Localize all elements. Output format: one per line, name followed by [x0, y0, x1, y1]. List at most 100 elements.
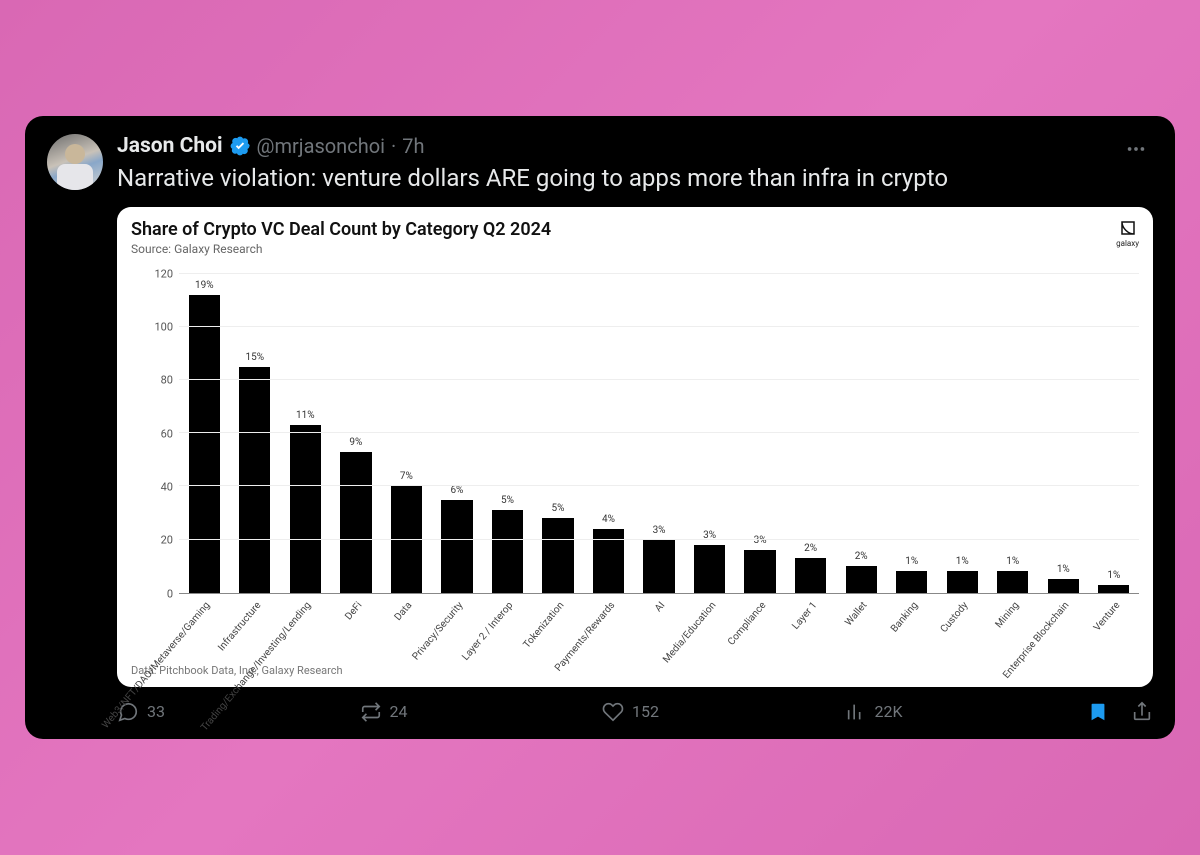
bar: [542, 518, 573, 592]
y-tick-label: 80: [161, 374, 173, 387]
bar-column: 7%: [381, 274, 432, 593]
x-tick-label: Enterprise Blockchain: [1038, 594, 1089, 734]
x-tick-label: DeFi: [331, 594, 382, 734]
x-tick-label: Trading/Exchange/Investing/Lending: [280, 594, 331, 734]
bar-column: 5%: [482, 274, 533, 593]
bar: [744, 550, 775, 593]
bar-value-label: 1%: [905, 556, 918, 567]
reply-count: 33: [147, 702, 165, 721]
x-tick-label: Venture: [1089, 594, 1140, 734]
bar-value-label: 1%: [1107, 570, 1120, 581]
bar-value-label: 5%: [501, 495, 514, 506]
bar-value-label: 19%: [195, 280, 214, 291]
bar-column: 1%: [1089, 274, 1140, 593]
x-tick-label: Custody: [937, 594, 988, 734]
x-axis-labels: Web3/NFT/DAO/Metaverse/GamingInfrastruct…: [179, 594, 1139, 734]
gridline: [179, 379, 1139, 380]
bar-column: 6%: [432, 274, 483, 593]
bar-column: 15%: [230, 274, 281, 593]
x-tick-label: Payments/Rewards: [583, 594, 634, 734]
bar-value-label: 15%: [246, 352, 265, 363]
x-tick-label: Layer 2 / Interop: [482, 594, 533, 734]
tweet-header: Jason Choi @mrjasonchoi · 7h Narrative v…: [47, 134, 1153, 206]
bar: [896, 571, 927, 592]
bar: [340, 452, 371, 593]
x-tick-label: Data: [381, 594, 432, 734]
more-button[interactable]: [1119, 134, 1153, 164]
gridline: [179, 273, 1139, 274]
bar: [643, 540, 674, 593]
bar: [290, 425, 321, 592]
chart-card: galaxy Share of Crypto VC Deal Count by …: [117, 207, 1153, 687]
plot-area: 19% 15% 11% 9% 7% 6% 5% 5% 4% 3% 3% 3% 2% 2% 1% 1% 1% 1% 1…: [179, 274, 1139, 594]
bar-column: 3%: [684, 274, 735, 593]
bar-column: 19%: [179, 274, 230, 593]
gridline: [179, 432, 1139, 433]
bar: [189, 295, 220, 593]
bar-value-label: 3%: [653, 525, 666, 536]
bar-column: 5%: [533, 274, 584, 593]
bar: [492, 510, 523, 592]
x-tick-label: Privacy/Security: [432, 594, 483, 734]
bar-column: 11%: [280, 274, 331, 593]
tweet-time[interactable]: 7h: [402, 134, 424, 158]
bar: [239, 367, 270, 593]
author-row: Jason Choi @mrjasonchoi · 7h: [117, 134, 1105, 158]
gridline: [179, 326, 1139, 327]
bars-container: 19% 15% 11% 9% 7% 6% 5% 5% 4% 3% 3% 3% 2% 2% 1% 1% 1% 1% 1…: [179, 274, 1139, 593]
y-tick-label: 0: [167, 587, 173, 600]
bar-value-label: 5%: [552, 503, 565, 514]
y-tick-label: 20: [161, 534, 173, 547]
gridline: [179, 485, 1139, 486]
bar-column: 3%: [735, 274, 786, 593]
y-tick-label: 60: [161, 427, 173, 440]
bar-value-label: 3%: [754, 535, 767, 546]
x-tick-label: Media/Education: [684, 594, 735, 734]
bar: [1098, 585, 1129, 593]
chart-plot: 020406080100120 19%15%11%9%7%6%5%5%4%3%3…: [131, 274, 1139, 594]
gridline: [179, 539, 1139, 540]
bar: [947, 571, 978, 592]
bar-column: 3%: [634, 274, 685, 593]
bar-value-label: 11%: [296, 410, 315, 421]
y-axis: 020406080100120: [131, 274, 179, 594]
x-tick-label: Banking: [886, 594, 937, 734]
bar-value-label: 1%: [1057, 564, 1070, 575]
tweet-card: Jason Choi @mrjasonchoi · 7h Narrative v…: [25, 116, 1175, 738]
bar-column: 4%: [583, 274, 634, 593]
bar: [997, 571, 1028, 592]
chart-title: Share of Crypto VC Deal Count by Categor…: [131, 219, 1139, 240]
display-name[interactable]: Jason Choi: [117, 134, 223, 158]
bar-column: 1%: [937, 274, 988, 593]
header-text: Jason Choi @mrjasonchoi · 7h Narrative v…: [117, 134, 1105, 206]
chart-subtitle: Source: Galaxy Research: [131, 242, 1139, 256]
bar: [1048, 579, 1079, 592]
brand-label: galaxy: [1116, 239, 1139, 248]
bar-column: 1%: [886, 274, 937, 593]
bar: [795, 558, 826, 593]
verified-badge-icon: [229, 135, 251, 157]
x-tick-label: Compliance: [735, 594, 786, 734]
bar: [694, 545, 725, 593]
bar-column: 9%: [331, 274, 382, 593]
avatar[interactable]: [47, 134, 103, 190]
bar-value-label: 2%: [804, 543, 817, 554]
author-handle[interactable]: @mrjasonchoi: [257, 134, 385, 158]
bar: [441, 500, 472, 593]
bar-value-label: 1%: [1006, 556, 1019, 567]
bar-column: 1%: [1038, 274, 1089, 593]
x-tick-label: Layer 1: [785, 594, 836, 734]
x-tick-label: AI: [634, 594, 685, 734]
bar-value-label: 9%: [349, 437, 362, 448]
brand-logo: galaxy: [1116, 219, 1139, 248]
y-tick-label: 100: [154, 321, 173, 334]
separator: ·: [391, 134, 396, 158]
y-tick-label: 40: [161, 481, 173, 494]
bar-value-label: 7%: [400, 471, 413, 482]
bar: [846, 566, 877, 593]
bar-value-label: 1%: [956, 556, 969, 567]
bar-value-label: 4%: [602, 514, 615, 525]
bar-column: 2%: [836, 274, 887, 593]
tweet-text: Narrative violation: venture dollars ARE…: [117, 162, 1105, 194]
y-tick-label: 120: [154, 267, 173, 280]
